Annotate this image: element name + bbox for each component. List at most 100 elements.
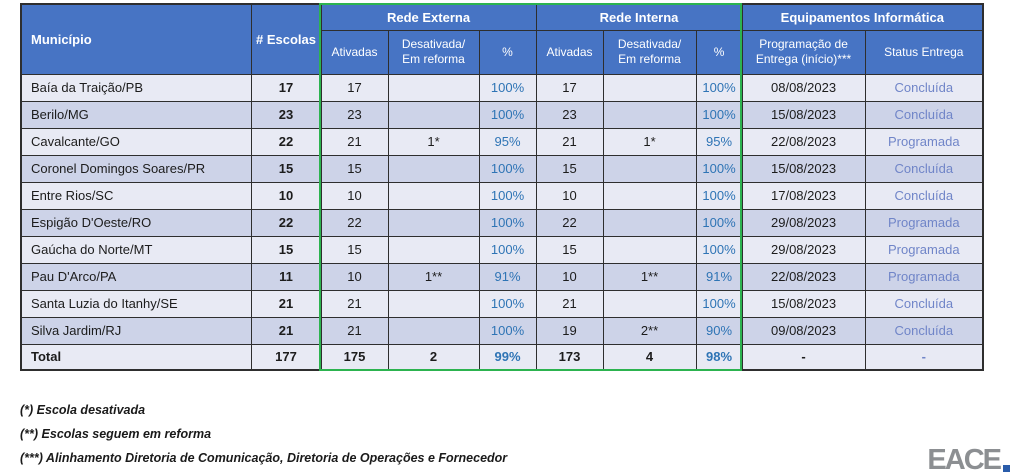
municipality-cell: Espigão D'Oeste/RO <box>20 208 252 237</box>
re-ativadas-cell: 175 <box>320 343 389 371</box>
re-ativadas-cell: 15 <box>320 235 389 264</box>
ri-ativadas-cell: 21 <box>535 289 604 318</box>
delivery-status-cell: Concluída <box>864 73 984 102</box>
re-desativada-cell <box>387 208 480 237</box>
data-table: Município # Escolas Rede Externa Rede In… <box>20 3 985 371</box>
header-ri-pct: % <box>695 29 743 75</box>
delivery-date-cell: 29/08/2023 <box>741 208 866 237</box>
re-pct-cell: 95% <box>478 127 537 156</box>
delivery-date-cell: 15/08/2023 <box>741 289 866 318</box>
re-ativadas-cell: 17 <box>320 73 389 102</box>
table-row: Cavalcante/GO 22 21 1* 95% 21 1* 95% 22/08/2023 P… <box>20 127 984 156</box>
re-ativadas-cell: 10 <box>320 262 389 291</box>
table-row: Berilo/MG 23 23 100% 23 100% 15/08/2023 Concluí… <box>20 100 984 129</box>
schools-count-cell: 15 <box>250 235 322 264</box>
ri-desativada-cell <box>602 154 697 183</box>
re-ativadas-cell: 10 <box>320 181 389 210</box>
header-ri-ativadas: Ativadas <box>535 29 604 75</box>
table-row: Pau D'Arco/PA 11 10 1** 91% 10 1** 91% 22/08/202… <box>20 262 984 291</box>
table-row: Espigão D'Oeste/RO 22 22 100% 22 100% 29/08/20… <box>20 208 984 237</box>
schools-count-cell: 177 <box>250 343 322 371</box>
table-header: Município # Escolas Rede Externa Rede In… <box>20 3 984 75</box>
delivery-status-cell: Concluída <box>864 289 984 318</box>
municipality-cell: Cavalcante/GO <box>20 127 252 156</box>
re-desativada-cell <box>387 235 480 264</box>
municipality-cell: Santa Luzia do Itanhy/SE <box>20 289 252 318</box>
municipality-cell: Coronel Domingos Soares/PR <box>20 154 252 183</box>
re-desativada-cell: 1* <box>387 127 480 156</box>
ri-desativada-cell: 1* <box>602 127 697 156</box>
re-pct-cell: 100% <box>478 289 537 318</box>
ri-pct-cell: 100% <box>695 289 743 318</box>
re-pct-cell: 91% <box>478 262 537 291</box>
ri-ativadas-cell: 10 <box>535 262 604 291</box>
table-row: Entre Rios/SC 10 10 100% 10 100% 17/08/2023 Con… <box>20 181 984 210</box>
re-desativada-cell <box>387 154 480 183</box>
ri-ativadas-cell: 19 <box>535 316 604 345</box>
re-pct-cell: 100% <box>478 235 537 264</box>
re-desativada-cell <box>387 100 480 129</box>
re-pct-cell: 100% <box>478 316 537 345</box>
table-row: Silva Jardim/RJ 21 21 100% 19 2** 90% 09/08/202… <box>20 316 984 345</box>
re-ativadas-cell: 23 <box>320 100 389 129</box>
re-pct-cell: 100% <box>478 181 537 210</box>
eace-logo-accent-square <box>1003 465 1010 472</box>
re-pct-cell: 100% <box>478 154 537 183</box>
schools-count-cell: 23 <box>250 100 322 129</box>
delivery-status-cell: Concluída <box>864 154 984 183</box>
eace-logo-text: EACE <box>927 444 1002 476</box>
footnote-1: (*) Escola desativada <box>20 403 146 417</box>
table-row: Gaúcha do Norte/MT 15 15 100% 15 100% 29/08/20… <box>20 235 984 264</box>
header-re-ativadas: Ativadas <box>320 29 389 75</box>
re-pct-cell: 100% <box>478 100 537 129</box>
schools-count-cell: 21 <box>250 316 322 345</box>
header-group-rede-interna: Rede Interna <box>535 3 743 31</box>
ri-desativada-cell: 2** <box>602 316 697 345</box>
ri-ativadas-cell: 21 <box>535 127 604 156</box>
ri-ativadas-cell: 23 <box>535 100 604 129</box>
ri-ativadas-cell: 10 <box>535 181 604 210</box>
municipality-status-table: Município # Escolas Rede Externa Rede In… <box>20 3 985 371</box>
re-desativada-cell <box>387 73 480 102</box>
re-desativada-cell: 1** <box>387 262 480 291</box>
re-ativadas-cell: 15 <box>320 154 389 183</box>
ri-desativada-cell <box>602 181 697 210</box>
ri-pct-cell: 100% <box>695 208 743 237</box>
ri-desativada-cell <box>602 289 697 318</box>
ri-pct-cell: 100% <box>695 100 743 129</box>
ri-ativadas-cell: 17 <box>535 73 604 102</box>
re-pct-cell: 99% <box>478 343 537 371</box>
delivery-status-cell: Programada <box>864 127 984 156</box>
schools-count-cell: 21 <box>250 289 322 318</box>
header-programacao-entrega: Programação de Entrega (início)*** <box>741 29 866 75</box>
table-total-row: Total 177 175 2 99% 173 4 98% - - <box>20 343 984 371</box>
delivery-status-cell: Concluída <box>864 181 984 210</box>
table-row: Baía da Traição/PB 17 17 100% 17 100% 08/08/20… <box>20 73 984 102</box>
delivery-date-cell: 09/08/2023 <box>741 316 866 345</box>
municipality-cell: Pau D'Arco/PA <box>20 262 252 291</box>
delivery-status-cell: - <box>864 343 984 371</box>
delivery-date-cell: 29/08/2023 <box>741 235 866 264</box>
ri-desativada-cell: 1** <box>602 262 697 291</box>
re-pct-cell: 100% <box>478 73 537 102</box>
re-ativadas-cell: 21 <box>320 289 389 318</box>
header-group-rede-externa: Rede Externa <box>320 3 537 31</box>
table-row: Santa Luzia do Itanhy/SE 21 21 100% 21 100% 15… <box>20 289 984 318</box>
footnotes: (*) Escola desativada (**) Escolas segue… <box>20 404 507 476</box>
schools-count-cell: 15 <box>250 154 322 183</box>
re-ativadas-cell: 21 <box>320 316 389 345</box>
schools-count-cell: 11 <box>250 262 322 291</box>
ri-ativadas-cell: 22 <box>535 208 604 237</box>
re-desativada-cell <box>387 181 480 210</box>
header-municipio: Município <box>20 3 252 75</box>
municipality-cell: Entre Rios/SC <box>20 181 252 210</box>
footnote-2: (**) Escolas seguem em reforma <box>20 427 212 441</box>
ri-pct-cell: 100% <box>695 181 743 210</box>
ri-pct-cell: 91% <box>695 262 743 291</box>
ri-pct-cell: 98% <box>695 343 743 371</box>
re-ativadas-cell: 21 <box>320 127 389 156</box>
schools-count-cell: 22 <box>250 208 322 237</box>
delivery-date-cell: 22/08/2023 <box>741 262 866 291</box>
re-desativada-cell <box>387 316 480 345</box>
